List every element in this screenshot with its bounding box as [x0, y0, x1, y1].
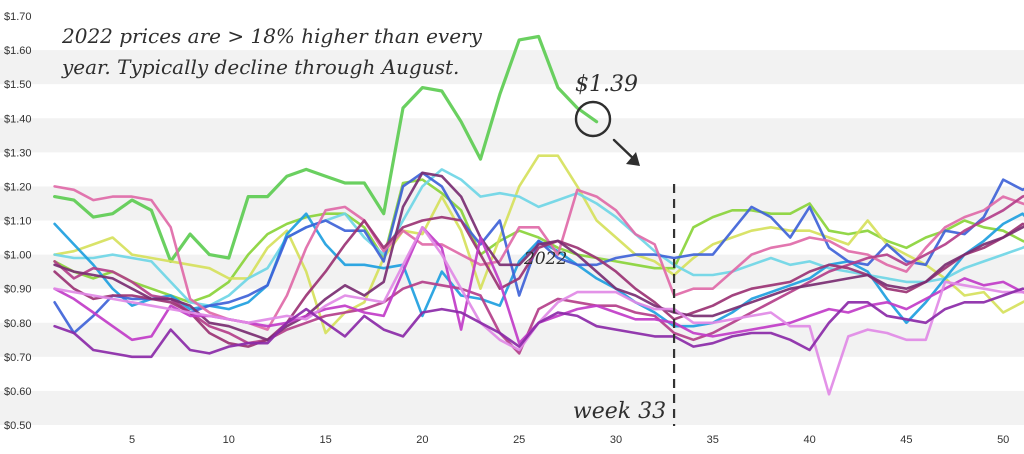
series-line-7	[53, 185, 1024, 331]
x-tick-label: 15	[319, 434, 331, 446]
series-line-8	[53, 194, 1024, 355]
series-line-4	[53, 168, 1024, 308]
y-tick-label: $0.60	[4, 386, 32, 398]
x-tick-label: 40	[803, 434, 815, 446]
y-tick-label: $1.30	[4, 147, 32, 159]
grid-band	[0, 390, 1024, 425]
price-highlight-circle	[574, 100, 612, 138]
y-tick-label: $1.10	[4, 216, 32, 228]
y-axis-ticks: $0.50 $0.60 $0.70 $0.80 $0.90 $1.00 $1.10 $1.20…	[4, 11, 32, 432]
x-tick-label: 50	[997, 434, 1009, 446]
y-tick-label: $1.00	[4, 250, 32, 262]
grid-bands	[0, 50, 1024, 425]
pointer-arrowhead-icon	[626, 152, 640, 166]
note-line-1: 2022 prices are > 18% higher than every	[61, 24, 483, 48]
series-line-13	[53, 287, 1024, 359]
series-line-9	[53, 215, 1024, 348]
grid-band	[0, 118, 1024, 153]
series-lines	[52, 34, 1024, 396]
series-2022-label: 2022	[523, 249, 567, 269]
price-callout: $1.39	[575, 72, 638, 97]
y-tick-label: $1.50	[4, 79, 32, 91]
x-tick-label: 45	[900, 434, 912, 446]
series-line-10	[53, 171, 1024, 342]
x-tick-label: 35	[707, 434, 719, 446]
week-33-label: week 33	[573, 399, 666, 424]
y-tick-label: $1.40	[4, 113, 32, 125]
x-tick-label: 30	[610, 434, 622, 446]
y-tick-label: $1.20	[4, 181, 32, 193]
x-tick-label: 5	[129, 434, 135, 446]
y-tick-label: $0.80	[4, 318, 32, 330]
series-line-1	[52, 34, 599, 263]
series-line-5	[53, 212, 1024, 328]
note-line-2: year. Typically decline through August.	[61, 55, 459, 79]
y-tick-label: $1.70	[4, 11, 32, 23]
y-tick-label: $0.70	[4, 352, 32, 364]
series-line-3	[53, 154, 1024, 335]
series-line-6	[53, 171, 1024, 335]
x-tick-label: 25	[513, 434, 525, 446]
x-axis-ticks: 5 10 15 20 25 30 35 40 45 50	[129, 434, 1009, 446]
series-line-12	[53, 226, 1024, 396]
y-tick-label: $1.60	[4, 45, 32, 57]
y-tick-label: $0.90	[4, 284, 32, 296]
x-tick-label: 10	[223, 434, 235, 446]
y-tick-label: $0.50	[4, 420, 32, 432]
x-tick-label: 20	[416, 434, 428, 446]
